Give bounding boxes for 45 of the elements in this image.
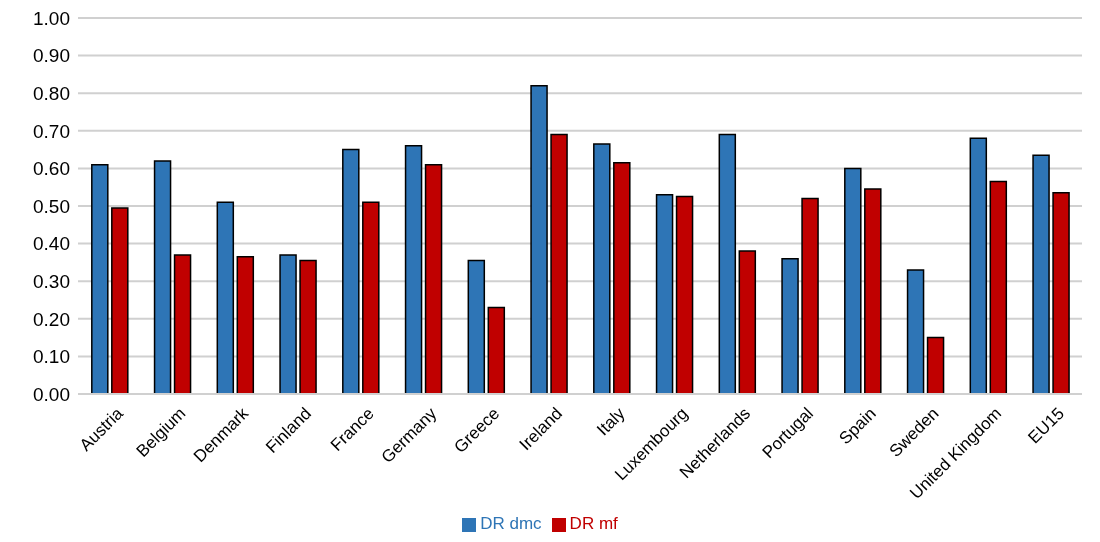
bar [173, 254, 192, 394]
bar [342, 148, 360, 394]
y-tick-label: 0.70 [33, 120, 70, 142]
legend-label: DR dmc [480, 514, 542, 533]
bar [299, 259, 317, 394]
bar [655, 193, 674, 394]
bar [467, 259, 486, 394]
bar [111, 207, 129, 394]
bar [969, 137, 988, 394]
y-tick-label: 0.20 [33, 308, 70, 330]
y-tick-label: 0.30 [33, 270, 70, 292]
bar [864, 188, 882, 394]
legend-label: DR mf [569, 514, 618, 533]
bar [675, 195, 694, 394]
y-tick-label: 0.40 [33, 233, 70, 255]
bar [1032, 154, 1050, 394]
bar [926, 336, 945, 394]
bar [404, 145, 423, 394]
bar [216, 201, 235, 394]
y-tick-label: 0.60 [33, 158, 70, 180]
bar [279, 254, 297, 394]
bar [718, 133, 737, 394]
bar [550, 133, 568, 394]
bar [487, 306, 506, 394]
y-tick-label: 0.00 [33, 383, 70, 405]
bar [424, 163, 443, 394]
y-tick-label: 0.50 [33, 195, 70, 217]
bar [781, 257, 799, 394]
bar [593, 143, 611, 394]
bar [153, 160, 172, 394]
bar [844, 167, 862, 394]
y-tick-label: 1.00 [33, 7, 70, 29]
y-tick-label: 0.10 [33, 346, 70, 368]
y-tick-label: 0.90 [33, 45, 70, 67]
bar [91, 163, 109, 394]
bar [530, 84, 548, 394]
bar [738, 250, 757, 394]
bar [236, 256, 255, 394]
bar [801, 197, 819, 394]
bar [906, 269, 925, 394]
bar [362, 201, 380, 394]
bar [989, 180, 1008, 394]
y-tick-label: 0.80 [33, 82, 70, 104]
bar [613, 162, 631, 394]
bar [1052, 192, 1070, 394]
